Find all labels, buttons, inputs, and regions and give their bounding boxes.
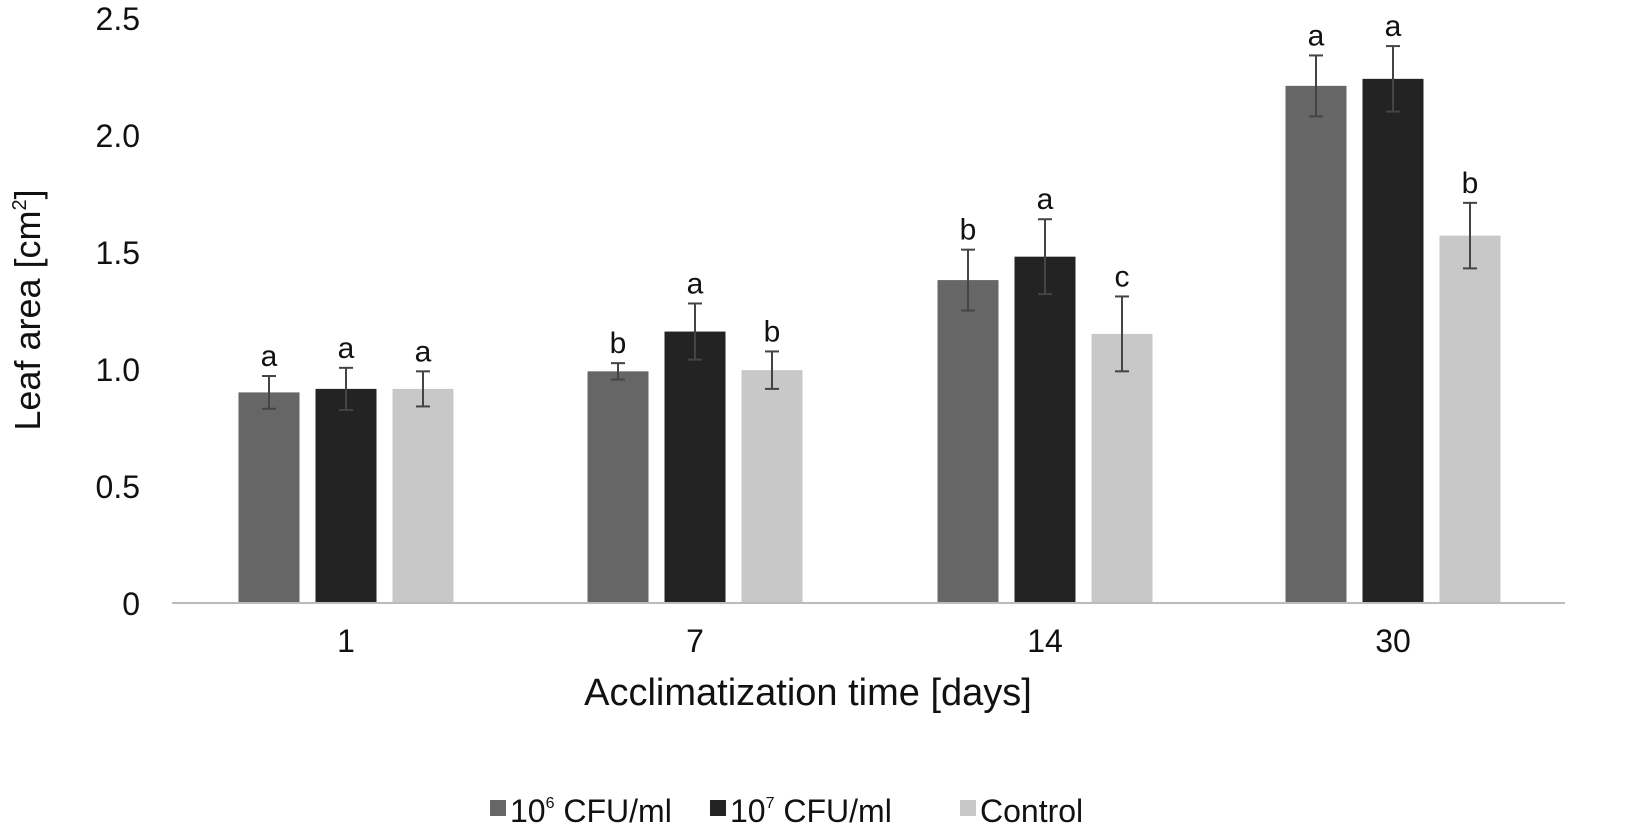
bar <box>937 280 999 603</box>
y-tick-label: 1.5 <box>96 235 140 271</box>
y-tick-label: 2.5 <box>96 1 140 37</box>
y-axis-label-sup: 2 <box>9 199 31 210</box>
legend: 106 CFU/ml 107 CFU/ml Control <box>490 793 1083 829</box>
y-tick-labels: 0 0.5 1.0 1.5 2.0 2.5 <box>96 1 140 622</box>
significance-letter: a <box>687 267 704 300</box>
bar <box>1285 85 1347 604</box>
legend-swatch <box>960 800 976 816</box>
legend-label: 107 CFU/ml <box>730 793 892 829</box>
significance-letter: a <box>1385 10 1402 43</box>
significance-letter: c <box>1115 260 1130 293</box>
x-axis-label: Acclimatization time [days] <box>584 672 1032 714</box>
bar <box>664 331 726 603</box>
x-tick-label: 30 <box>1375 623 1411 659</box>
significance-letter: b <box>960 214 977 247</box>
bar <box>315 388 377 603</box>
x-tick-labels: 1 7 14 30 <box>337 623 1411 659</box>
x-tick-label: 7 <box>686 623 704 659</box>
y-tick-label: 0.5 <box>96 469 140 505</box>
bars-layer: a b b a a a a a a b c b <box>238 10 1501 604</box>
significance-letter: b <box>1462 167 1479 200</box>
y-tick-label: 2.0 <box>96 118 140 154</box>
y-axis-label-end: ] <box>7 189 48 199</box>
legend-label: 106 CFU/ml <box>510 793 672 829</box>
significance-letter: a <box>338 332 355 365</box>
bar <box>238 392 300 603</box>
bar <box>1091 333 1153 603</box>
bar <box>1439 235 1501 603</box>
legend-swatch <box>710 800 726 816</box>
y-axis-label-text: Leaf area [cm <box>7 211 48 431</box>
legend-label: Control <box>980 793 1083 829</box>
legend-swatch <box>490 800 506 816</box>
significance-letter: b <box>764 315 781 348</box>
bar <box>1362 78 1424 604</box>
bar <box>587 371 649 603</box>
bar <box>1014 256 1076 603</box>
y-tick-label: 1.0 <box>96 352 140 388</box>
y-tick-label: 0 <box>122 586 140 622</box>
significance-letter: a <box>415 335 432 368</box>
y-axis-label: Leaf area [cm2] <box>7 189 48 430</box>
significance-letter: a <box>261 340 278 373</box>
significance-letter: a <box>1308 19 1325 52</box>
x-tick-label: 1 <box>337 623 355 659</box>
bar <box>392 388 454 603</box>
significance-letter: a <box>1037 183 1054 216</box>
x-tick-label: 14 <box>1027 623 1063 659</box>
bar <box>741 370 803 603</box>
significance-letter: b <box>610 327 627 360</box>
